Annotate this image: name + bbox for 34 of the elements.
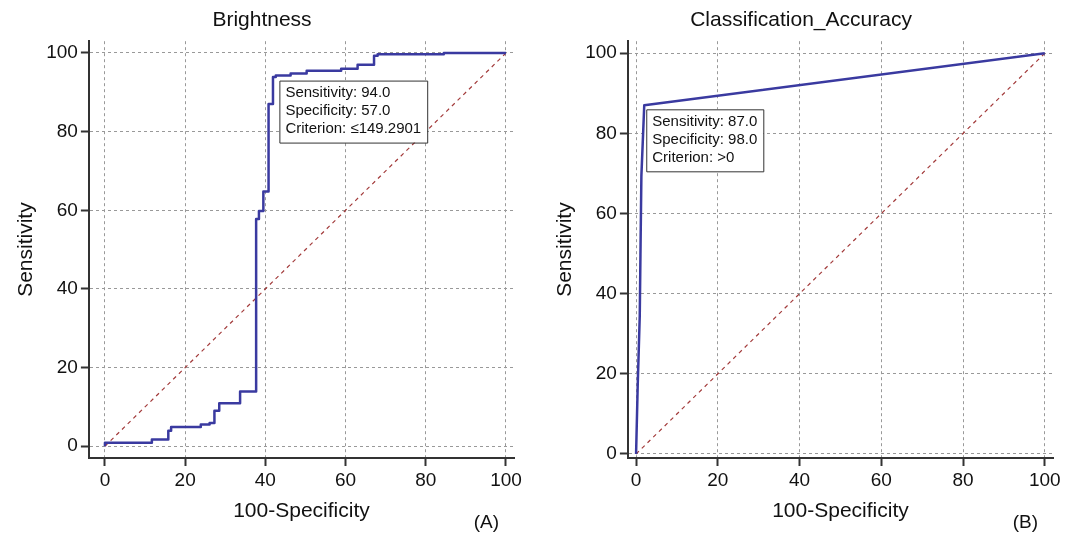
y-tick-label: 80 (595, 121, 617, 143)
x-tick-label: 80 (415, 468, 437, 490)
y-tick-label: 100 (46, 41, 78, 63)
x-tick-label: 20 (707, 468, 729, 490)
y-axis-title: Sensitivity (13, 201, 37, 297)
x-tick-label: 80 (952, 468, 974, 490)
y-tick-label: 100 (585, 41, 617, 63)
text: (B) (1012, 510, 1038, 532)
x-tick-label: 0 (99, 468, 111, 490)
y-tick-label: 20 (56, 355, 78, 377)
x-tick-label: 0 (630, 468, 642, 490)
y-axis-title: Sensitivity (552, 201, 576, 297)
y-tick-label: 80 (56, 119, 78, 141)
x-tick-label: 100 (1028, 468, 1061, 490)
y-tick-label: 0 (606, 442, 617, 464)
chart-title: Classification_Accuracy (690, 7, 913, 32)
y-tick-label: 0 (67, 434, 78, 456)
y-tick-label: 60 (56, 198, 78, 220)
y-tick-label: 20 (595, 362, 617, 384)
chart-title: Brightness (212, 7, 312, 31)
x-tick-label: 20 (174, 468, 196, 490)
x-tick-label: 40 (789, 468, 811, 490)
x-axis-title: 100-Specificity (772, 498, 910, 522)
y-tick-label: 60 (595, 201, 617, 223)
x-tick-label: 60 (334, 468, 357, 490)
annotation: Sensitivity: 94.0 Specificity: 57.0 Criterion: ≤149.2901 (285, 83, 422, 137)
x-tick-label: 60 (870, 468, 892, 490)
x-axis-title: 100-Specificity (233, 498, 371, 522)
y-tick-label: 40 (56, 277, 78, 299)
annotation: Sensitivity: 87.0 Specificity: 98.0 Criterion: >0 (652, 111, 758, 165)
x-tick-label: 100 (490, 468, 522, 490)
x-tick-label: 40 (254, 468, 276, 490)
text: (A) (473, 510, 499, 532)
y-tick-label: 40 (595, 281, 617, 303)
